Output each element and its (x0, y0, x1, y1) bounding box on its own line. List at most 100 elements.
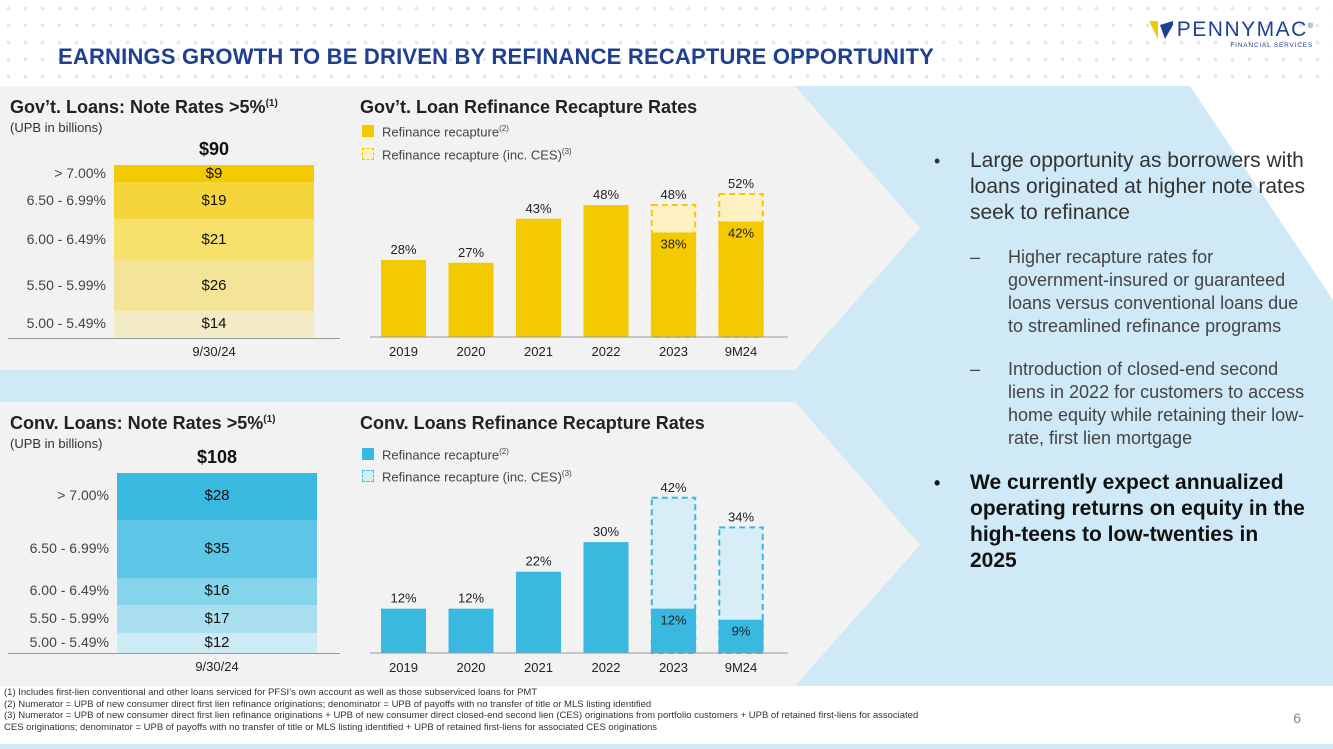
conv-recapture-chart: 12% 2019 12% 2020 22% 2021 30% 2022 42% 12% 2023 34… (370, 480, 788, 675)
x-tick-label: 2021 (524, 660, 553, 675)
legend-swatch-solid (362, 125, 374, 138)
bar-inc-ces-label: 48% (660, 187, 686, 202)
conv-legend-dashed-label: Refinance recapture (inc. CES) (382, 469, 562, 485)
conv-recapture-title: Conv. Loans Refinance Recapture Rates (360, 413, 705, 433)
conv-legend-solid-label: Refinance recapture (382, 447, 500, 463)
segment-label: > 7.00% (57, 487, 109, 504)
stack-segment (117, 604, 317, 633)
bar-recapture-label: 27% (458, 245, 484, 260)
bar-recapture-label: 12% (458, 591, 484, 606)
sub-bullet-recapture: Higher recapture rates for government-in… (930, 246, 1310, 338)
legend-swatch-dashed (362, 470, 374, 483)
stack-segment (114, 182, 314, 220)
company-logo: PENNYMAC® FINANCIAL SERVICES (1148, 18, 1313, 49)
stack-axis (8, 338, 340, 339)
segment-label: 5.00 - 5.49% (26, 315, 106, 332)
bar-recapture-label: 42% (728, 226, 754, 241)
conv-legend-dashed: Refinance recapture (inc. CES)(3) (362, 469, 572, 484)
bar-recapture (381, 608, 426, 653)
footnote-2: (2) Numerator = UPB of new consumer dire… (4, 698, 652, 710)
conv-stack-title: Conv. Loans: Note Rates >5%(1) (10, 413, 275, 434)
gov-recapture-title: Gov’t. Loan Refinance Recapture Rates (360, 97, 698, 117)
x-tick-label: 2020 (457, 344, 486, 359)
segment-value: $28 (204, 487, 230, 505)
footer-strip (0, 686, 1333, 749)
bar-recapture-label: 28% (390, 242, 416, 257)
gov-legend-solid: Refinance recapture(2) (362, 124, 509, 139)
x-tick-label: 2019 (389, 344, 418, 359)
segment-value: $17 (204, 609, 230, 627)
segment-label: 6.50 - 6.99% (26, 191, 106, 208)
stack-total: $90 (198, 139, 230, 159)
page-number: 6 (1293, 710, 1301, 726)
dot-pattern (0, 0, 1333, 80)
stack-segment (117, 633, 317, 653)
legend-swatch-solid (362, 448, 374, 461)
bullet-opportunity: Large opportunity as borrowers with loan… (930, 148, 1310, 226)
x-tick-label: 2023 (659, 660, 688, 675)
stack-axis (8, 653, 340, 654)
bar-recapture-label: 30% (593, 524, 619, 539)
x-tick-label: 2022 (592, 660, 621, 675)
gov-legend-solid-sup: (2) (499, 124, 509, 133)
segment-label: > 7.00% (54, 164, 106, 181)
segment-value: $26 (201, 276, 227, 294)
bar-recapture (583, 542, 629, 653)
conv-legend-solid: Refinance recapture(2) (362, 447, 509, 462)
segment-value: $16 (204, 582, 230, 600)
x-tick-label: 2019 (389, 660, 418, 675)
stack-segment (117, 519, 317, 578)
page-title: EARNINGS GROWTH TO BE DRIVEN BY REFINANC… (58, 44, 934, 69)
x-tick-label: 9M24 (725, 660, 758, 675)
conv-stack-title-sup: (1) (263, 414, 276, 425)
gov-recapture-chart: 28% 2019 27% 2020 43% 2021 48% 2022 48% 38% 2023 52… (370, 176, 788, 359)
stack-segment (114, 219, 314, 261)
segment-value: $9 (205, 164, 223, 182)
conv-stack-title-text: Conv. Loans: Note Rates >5% (10, 413, 264, 433)
segment-value: $14 (201, 315, 227, 333)
gov-legend-dashed: Refinance recapture (inc. CES)(3) (362, 147, 572, 162)
logo-name: PENNYMAC (1176, 18, 1308, 41)
segment-label: 6.50 - 6.99% (29, 539, 109, 556)
segment-label: 6.00 - 6.49% (29, 582, 109, 599)
footnote-1: (1) Includes first-lien conventional and… (4, 687, 538, 698)
bar-inc-ces-label: 52% (728, 176, 754, 191)
stack-segment (117, 473, 317, 520)
x-tick-label: 9M24 (725, 344, 758, 359)
bar-recapture-label: 22% (525, 554, 551, 569)
stack-segment (117, 578, 317, 605)
gov-legend-dashed-sup: (3) (561, 147, 572, 156)
gov-stack-subtitle: (UPB in billions) (10, 120, 103, 135)
footnote-3: (3) Numerator = UPB of new consumer dire… (4, 710, 919, 733)
bar-recapture (448, 608, 494, 653)
segment-label: 5.50 - 5.99% (29, 609, 109, 626)
stack-segment (114, 310, 314, 338)
bullet-roe-expectation: We currently expect annualized operating… (930, 470, 1310, 574)
pennymac-logo-icon (1148, 21, 1173, 39)
bar-recapture-label: 48% (593, 187, 619, 202)
conv-legend-solid-sup: (2) (499, 447, 509, 456)
stack-segment (114, 260, 314, 311)
bar-recapture (516, 571, 561, 653)
gov-legend-solid-label: Refinance recapture (382, 124, 500, 140)
conv-legend-dashed-sup: (3) (561, 469, 572, 478)
bar-recapture-label: 38% (660, 237, 686, 252)
segment-value: $35 (204, 539, 230, 557)
bar-recapture (448, 262, 494, 337)
bar-recapture (516, 218, 561, 337)
stack-x-label: 9/30/24 (192, 344, 236, 359)
segment-label: 5.00 - 5.49% (29, 634, 109, 650)
bar-recapture (651, 232, 696, 337)
stack-x-label: 9/30/24 (195, 659, 239, 674)
x-tick-label: 2023 (659, 344, 688, 359)
gov-stack-title: Gov’t. Loans: Note Rates >5%(1) (10, 97, 278, 118)
bar-recapture (381, 260, 426, 337)
bar-recapture-label: 12% (660, 613, 686, 628)
legend-swatch-dashed (362, 148, 374, 161)
key-points: Large opportunity as borrowers with loan… (930, 148, 1310, 574)
footer-edge (0, 744, 1333, 749)
gov-legend-dashed-label: Refinance recapture (inc. CES) (382, 147, 562, 163)
footnotes: (1) Includes first-lien conventional and… (4, 687, 934, 733)
stack-total: $108 (196, 447, 238, 467)
x-tick-label: 2022 (592, 344, 621, 359)
